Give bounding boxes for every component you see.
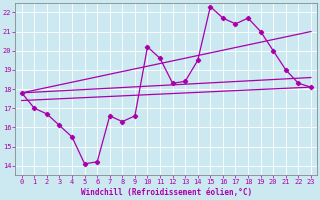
- X-axis label: Windchill (Refroidissement éolien,°C): Windchill (Refroidissement éolien,°C): [81, 188, 252, 197]
